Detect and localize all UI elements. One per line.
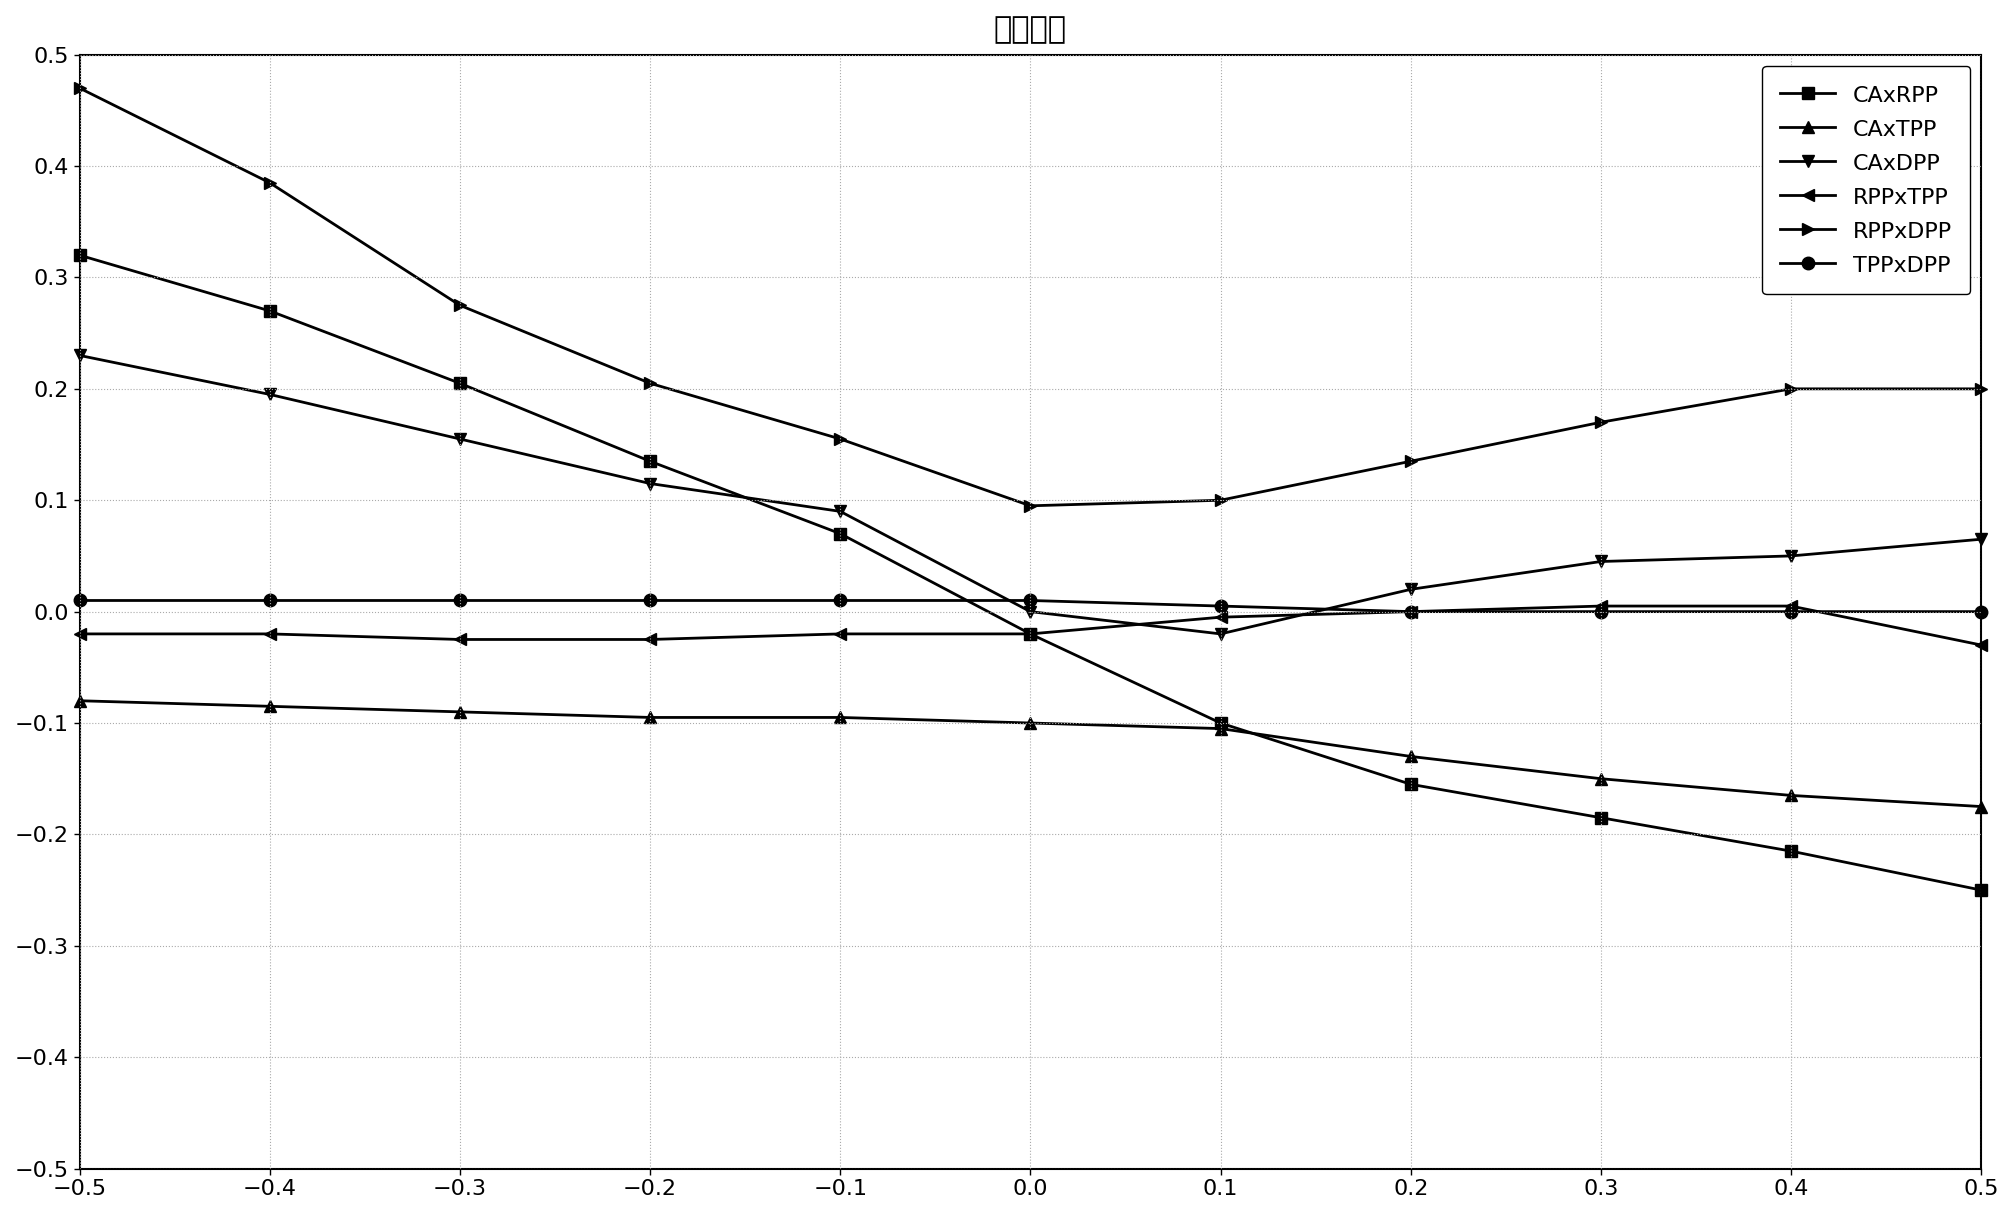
RPPxTPP [828, 626, 852, 641]
CAxTPP [828, 710, 852, 725]
Legend: CAxRPP, CAxTPP, CAxDPP, RPPxTPP, RPPxDPP, TPPxDPP: CAxRPP, CAxTPP, CAxDPP, RPPxTPP, RPPxDPP… [1762, 66, 1970, 294]
TPPxDPP [258, 594, 282, 608]
CAxRPP [1589, 811, 1613, 826]
CAxTPP [1208, 721, 1233, 736]
CAxRPP [1970, 883, 1994, 897]
Line: CAxRPP: CAxRPP [73, 249, 1988, 896]
CAxRPP [638, 454, 663, 469]
CAxDPP [66, 348, 91, 363]
CAxRPP [1019, 626, 1043, 641]
RPPxTPP [447, 632, 471, 647]
RPPxDPP [447, 297, 471, 312]
CAxDPP [638, 476, 663, 490]
CAxTPP [1970, 799, 1994, 813]
CAxTPP [258, 699, 282, 714]
TPPxDPP [1589, 605, 1613, 619]
Line: CAxDPP: CAxDPP [73, 350, 1988, 640]
Line: RPPxDPP: RPPxDPP [73, 81, 1988, 512]
CAxRPP [1778, 844, 1803, 858]
CAxDPP [447, 432, 471, 447]
Line: TPPxDPP: TPPxDPP [73, 594, 1988, 618]
CAxTPP [66, 693, 91, 708]
RPPxTPP [1970, 637, 1994, 652]
Line: CAxTPP: CAxTPP [73, 694, 1988, 813]
TPPxDPP [828, 594, 852, 608]
TPPxDPP [1970, 605, 1994, 619]
CAxRPP [1208, 716, 1233, 731]
RPPxDPP [258, 176, 282, 191]
CAxTPP [1398, 749, 1422, 764]
TPPxDPP [447, 594, 471, 608]
RPPxDPP [1398, 454, 1422, 469]
RPPxTPP [638, 632, 663, 647]
RPPxTPP [66, 626, 91, 641]
CAxDPP [1970, 532, 1994, 546]
TPPxDPP [1019, 594, 1043, 608]
RPPxDPP [66, 81, 91, 96]
CAxTPP [1019, 716, 1043, 731]
RPPxDPP [828, 432, 852, 447]
RPPxDPP [1208, 493, 1233, 507]
TPPxDPP [1398, 605, 1422, 619]
CAxTPP [447, 704, 471, 719]
CAxTPP [1589, 771, 1613, 785]
RPPxDPP [638, 376, 663, 391]
CAxDPP [1208, 626, 1233, 641]
CAxDPP [828, 504, 852, 518]
RPPxTPP [1398, 605, 1422, 619]
CAxRPP [828, 527, 852, 541]
CAxDPP [1398, 582, 1422, 596]
CAxDPP [1778, 549, 1803, 563]
CAxRPP [66, 248, 91, 262]
Title: 径向倾斜: 径向倾斜 [993, 15, 1067, 44]
CAxDPP [1019, 605, 1043, 619]
CAxDPP [1589, 555, 1613, 569]
RPPxDPP [1019, 499, 1043, 514]
TPPxDPP [66, 594, 91, 608]
RPPxDPP [1589, 415, 1613, 430]
TPPxDPP [1208, 599, 1233, 613]
RPPxTPP [258, 626, 282, 641]
CAxTPP [1778, 788, 1803, 802]
Line: RPPxTPP: RPPxTPP [73, 600, 1988, 651]
CAxRPP [1398, 777, 1422, 792]
RPPxDPP [1970, 381, 1994, 396]
CAxTPP [638, 710, 663, 725]
RPPxTPP [1589, 599, 1613, 613]
TPPxDPP [1778, 605, 1803, 619]
RPPxTPP [1778, 599, 1803, 613]
RPPxTPP [1208, 609, 1233, 624]
CAxRPP [258, 304, 282, 318]
CAxRPP [447, 376, 471, 391]
CAxDPP [258, 387, 282, 402]
TPPxDPP [638, 594, 663, 608]
RPPxDPP [1778, 381, 1803, 396]
RPPxTPP [1019, 626, 1043, 641]
